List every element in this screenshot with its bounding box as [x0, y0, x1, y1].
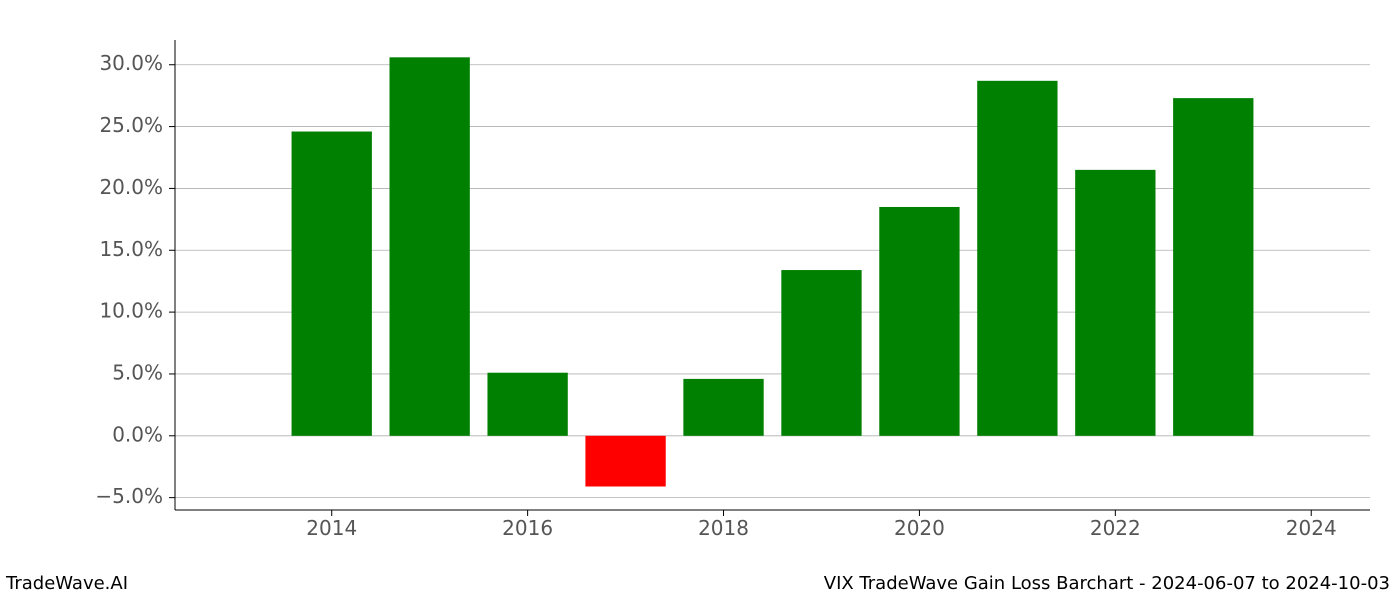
x-tick-label: 2020 — [894, 516, 945, 540]
chart-container: −5.0% 0.0% 5.0% 10.0% 15.0% 20.0% 25.0% 30.0% 20… — [0, 0, 1400, 600]
bar — [390, 57, 470, 435]
y-tick-label: 10.0% — [99, 299, 163, 323]
y-tick-label: 5.0% — [112, 360, 163, 384]
y-tick-label: 25.0% — [99, 113, 163, 137]
bar — [781, 270, 861, 436]
x-tick-label: 2024 — [1286, 516, 1337, 540]
footer-left-text: TradeWave.AI — [6, 573, 128, 594]
x-tick-label: 2016 — [502, 516, 553, 540]
bar — [1075, 170, 1155, 436]
bar — [585, 436, 665, 487]
footer-right-text: VIX TradeWave Gain Loss Barchart - 2024-… — [824, 573, 1390, 594]
y-tick-label: 30.0% — [99, 51, 163, 75]
y-tick-label: 15.0% — [99, 237, 163, 261]
bar — [1173, 98, 1253, 436]
x-tick-label: 2022 — [1090, 516, 1141, 540]
x-tick-label: 2014 — [306, 516, 357, 540]
bar — [292, 132, 372, 436]
x-tick-label: 2018 — [698, 516, 749, 540]
bar — [977, 81, 1057, 436]
y-tick-label: 0.0% — [112, 422, 163, 446]
bar — [879, 207, 959, 436]
bar — [487, 373, 567, 436]
y-tick-label: −5.0% — [95, 484, 163, 508]
y-tick-label: 20.0% — [99, 175, 163, 199]
bar — [683, 379, 763, 436]
gain-loss-barchart: −5.0% 0.0% 5.0% 10.0% 15.0% 20.0% 25.0% 30.0% 20… — [0, 0, 1400, 600]
